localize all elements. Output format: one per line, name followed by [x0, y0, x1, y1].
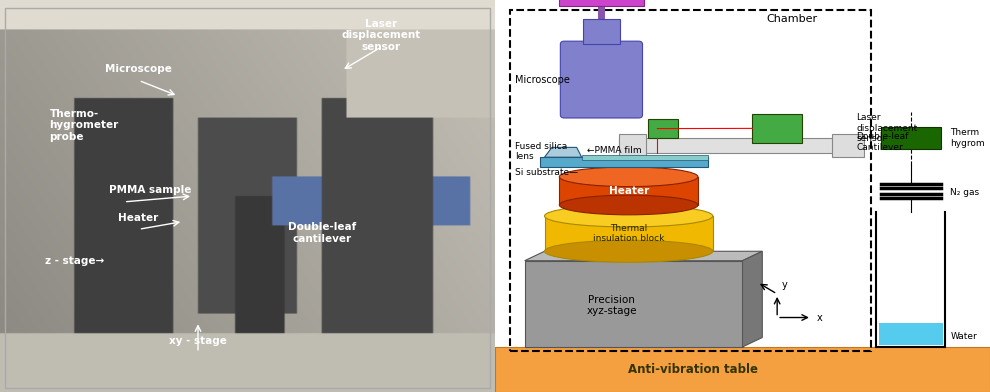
Text: Water: Water: [950, 332, 977, 341]
FancyBboxPatch shape: [619, 138, 861, 153]
Text: Microscope: Microscope: [515, 74, 569, 85]
Text: Si substrate—: Si substrate—: [515, 169, 578, 177]
Text: Anti-vibration table: Anti-vibration table: [628, 363, 758, 376]
FancyBboxPatch shape: [495, 347, 990, 392]
Text: x: x: [817, 312, 823, 323]
FancyBboxPatch shape: [879, 323, 942, 345]
FancyBboxPatch shape: [559, 0, 644, 6]
Text: Thermal
insulation block: Thermal insulation block: [593, 224, 664, 243]
FancyBboxPatch shape: [648, 119, 678, 138]
Text: Laser
displacement
sensor: Laser displacement sensor: [856, 113, 918, 143]
FancyBboxPatch shape: [559, 177, 698, 205]
FancyBboxPatch shape: [619, 134, 645, 157]
Ellipse shape: [559, 195, 698, 215]
FancyBboxPatch shape: [582, 155, 708, 160]
Text: Double-leaf
Cantilever: Double-leaf Cantilever: [856, 132, 909, 152]
FancyBboxPatch shape: [832, 134, 863, 157]
FancyBboxPatch shape: [752, 114, 802, 143]
Text: z: z: [744, 268, 750, 278]
Text: ←PMMA film: ←PMMA film: [586, 146, 642, 155]
Text: Fused silica
lens: Fused silica lens: [515, 142, 567, 161]
Ellipse shape: [559, 167, 698, 187]
Text: z - stage→: z - stage→: [45, 256, 104, 266]
Polygon shape: [544, 147, 582, 157]
FancyBboxPatch shape: [881, 127, 940, 149]
FancyBboxPatch shape: [525, 261, 742, 347]
Text: y: y: [782, 280, 788, 290]
Text: Heater: Heater: [609, 186, 648, 196]
Polygon shape: [525, 251, 762, 261]
Text: Precision
xyz-stage: Precision xyz-stage: [586, 295, 638, 316]
FancyBboxPatch shape: [583, 19, 620, 44]
Text: Chamber: Chamber: [766, 14, 818, 24]
Ellipse shape: [544, 240, 713, 262]
Text: Laser
displacement
sensor: Laser displacement sensor: [342, 19, 421, 52]
Text: Heater: Heater: [119, 212, 158, 223]
Text: PMMA sample: PMMA sample: [109, 185, 191, 195]
Text: Double-leaf
cantilever: Double-leaf cantilever: [288, 222, 355, 244]
FancyBboxPatch shape: [544, 216, 713, 251]
Ellipse shape: [544, 205, 713, 227]
Text: Microscope: Microscope: [105, 64, 172, 74]
FancyBboxPatch shape: [560, 41, 643, 118]
Text: xy - stage: xy - stage: [169, 336, 227, 346]
Text: Thermo-
hygrometer
probe: Thermo- hygrometer probe: [50, 109, 119, 142]
FancyBboxPatch shape: [540, 157, 708, 167]
Text: N₂ gas: N₂ gas: [950, 188, 979, 196]
Text: Therm
hygrom: Therm hygrom: [950, 129, 985, 148]
Polygon shape: [742, 251, 762, 347]
